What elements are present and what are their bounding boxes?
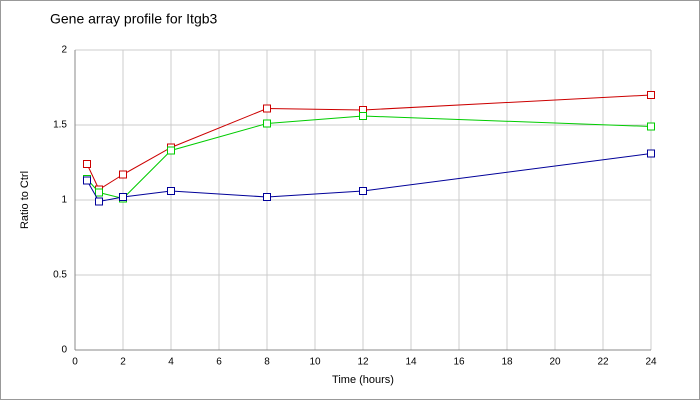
marker	[359, 112, 367, 120]
marker	[167, 187, 175, 195]
y-tick-label: 2	[61, 45, 67, 56]
y-axis-label: Ratio to Ctrl	[19, 171, 31, 229]
x-tick-label: 18	[501, 357, 513, 368]
x-tick-label: 24	[645, 357, 657, 368]
marker	[95, 188, 103, 197]
marker	[95, 197, 103, 206]
marker	[647, 91, 655, 99]
marker	[647, 122, 655, 131]
y-tick-label: 0.5	[53, 270, 67, 281]
marker	[167, 146, 175, 155]
x-tick-label: 14	[405, 357, 417, 368]
marker	[119, 170, 127, 179]
x-tick-label: 16	[453, 357, 465, 368]
marker	[119, 193, 127, 201]
marker	[263, 104, 271, 113]
marker	[83, 176, 91, 185]
x-tick-label: 8	[264, 357, 270, 368]
x-tick-label: 6	[216, 357, 222, 368]
x-tick-label: 22	[597, 357, 609, 368]
x-tick-label: 4	[168, 357, 174, 368]
chart-title: Gene array profile for Itgb3	[50, 11, 218, 27]
x-tick-label: 12	[357, 357, 369, 368]
marker	[263, 119, 271, 128]
marker	[83, 160, 91, 168]
marker	[647, 149, 655, 158]
x-tick-label: 2	[120, 357, 126, 368]
y-tick-label: 1	[61, 195, 67, 206]
marker	[263, 193, 271, 201]
x-tick-label: 0	[72, 357, 78, 368]
y-tick-label: 0	[61, 345, 67, 356]
x-axis-label: Time (hours)	[332, 374, 394, 386]
marker	[359, 187, 367, 195]
x-tick-label: 20	[549, 357, 561, 368]
y-tick-label: 1.5	[53, 120, 67, 131]
x-tick-label: 10	[309, 357, 321, 368]
